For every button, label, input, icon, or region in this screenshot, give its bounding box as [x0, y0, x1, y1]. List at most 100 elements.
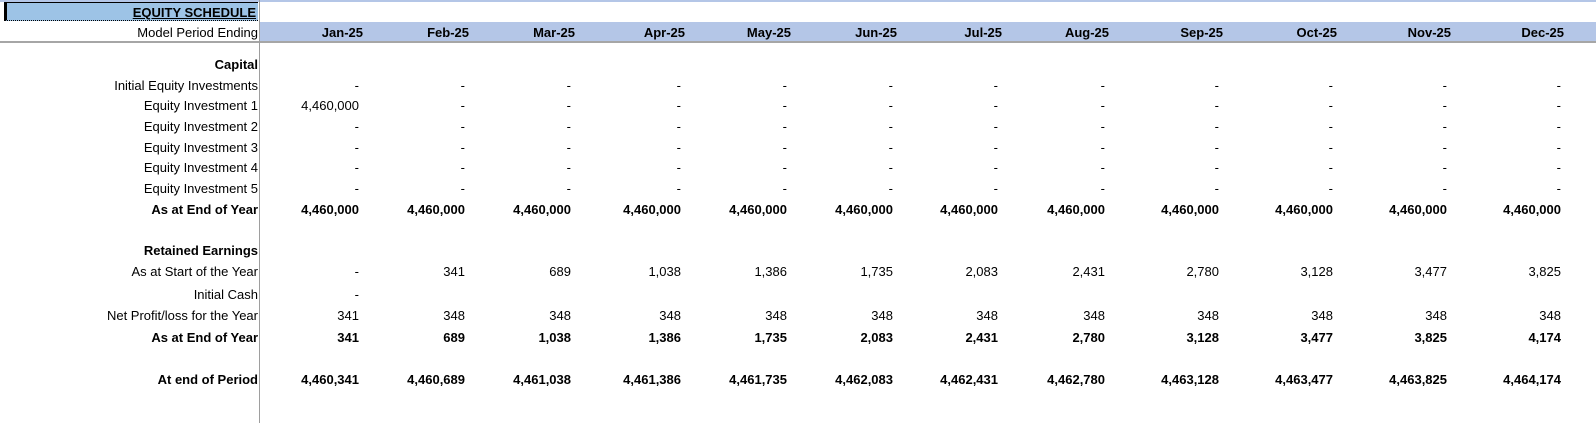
- period-header-cell[interactable]: Mar-25: [533, 25, 575, 40]
- value-cell[interactable]: -: [566, 181, 571, 196]
- value-cell[interactable]: 348: [443, 308, 465, 323]
- value-cell[interactable]: -: [1556, 78, 1561, 93]
- value-cell[interactable]: -: [1100, 140, 1105, 155]
- value-cell[interactable]: 3,477: [1300, 330, 1333, 345]
- value-cell[interactable]: 341: [443, 264, 465, 279]
- row-label[interactable]: Initial Cash: [193, 287, 258, 302]
- value-cell[interactable]: -: [676, 78, 681, 93]
- value-cell[interactable]: 348: [976, 308, 998, 323]
- row-label[interactable]: Net Profit/loss for the Year: [106, 308, 258, 323]
- row-label[interactable]: At end of Period: [157, 372, 258, 387]
- value-cell[interactable]: -: [354, 119, 359, 134]
- value-cell[interactable]: 4,460,000: [1503, 202, 1561, 217]
- value-cell[interactable]: -: [993, 160, 998, 175]
- value-cell[interactable]: -: [566, 78, 571, 93]
- value-cell[interactable]: [898, 285, 998, 305]
- value-cell[interactable]: -: [1214, 160, 1219, 175]
- value-cell[interactable]: 2,780: [1072, 330, 1105, 345]
- value-cell[interactable]: -: [1442, 98, 1447, 113]
- value-cell[interactable]: 1,735: [754, 330, 787, 345]
- value-cell[interactable]: 348: [1539, 308, 1561, 323]
- value-cell[interactable]: 348: [1197, 308, 1219, 323]
- value-cell[interactable]: -: [1442, 140, 1447, 155]
- row-label[interactable]: Equity Investment 1: [143, 98, 258, 113]
- value-cell[interactable]: 4,462,431: [940, 372, 998, 387]
- value-cell[interactable]: [1347, 285, 1447, 305]
- value-cell[interactable]: 348: [765, 308, 787, 323]
- row-label[interactable]: Equity Investment 5: [143, 181, 258, 196]
- value-cell[interactable]: -: [1214, 78, 1219, 93]
- value-cell[interactable]: [1119, 285, 1219, 305]
- value-cell[interactable]: -: [460, 140, 465, 155]
- value-cell[interactable]: 4,463,477: [1275, 372, 1333, 387]
- value-cell[interactable]: -: [566, 98, 571, 113]
- value-cell[interactable]: -: [460, 119, 465, 134]
- value-cell[interactable]: 689: [443, 330, 465, 345]
- value-cell[interactable]: -: [1328, 181, 1333, 196]
- value-cell[interactable]: -: [993, 78, 998, 93]
- value-cell[interactable]: 1,038: [538, 330, 571, 345]
- row-label[interactable]: Equity Investment 2: [143, 119, 258, 134]
- period-header-cell[interactable]: Nov-25: [1407, 25, 1451, 40]
- value-cell[interactable]: 4,460,341: [301, 372, 359, 387]
- value-cell[interactable]: -: [782, 119, 787, 134]
- value-cell[interactable]: -: [1328, 98, 1333, 113]
- value-cell[interactable]: 2,431: [1072, 264, 1105, 279]
- period-label[interactable]: Model Period Ending: [137, 25, 258, 40]
- value-cell[interactable]: -: [354, 287, 359, 302]
- value-cell[interactable]: 4,464,174: [1503, 372, 1561, 387]
- value-cell[interactable]: 1,735: [860, 264, 893, 279]
- row-label[interactable]: Capital: [214, 57, 258, 72]
- value-cell[interactable]: 348: [549, 308, 571, 323]
- value-cell[interactable]: -: [1100, 160, 1105, 175]
- value-cell[interactable]: -: [1100, 98, 1105, 113]
- value-cell[interactable]: -: [460, 78, 465, 93]
- value-cell[interactable]: -: [1442, 119, 1447, 134]
- value-cell[interactable]: -: [888, 181, 893, 196]
- value-cell[interactable]: 3,825: [1528, 264, 1561, 279]
- row-label[interactable]: Equity Investment 4: [143, 160, 258, 175]
- value-cell[interactable]: [1233, 285, 1333, 305]
- value-cell[interactable]: -: [676, 98, 681, 113]
- value-cell[interactable]: -: [460, 181, 465, 196]
- value-cell[interactable]: [471, 285, 571, 305]
- value-cell[interactable]: -: [1100, 78, 1105, 93]
- value-cell[interactable]: 2,083: [860, 330, 893, 345]
- row-label[interactable]: As at Start of the Year: [131, 264, 258, 279]
- period-header-cell[interactable]: Aug-25: [1064, 25, 1109, 40]
- value-cell[interactable]: -: [354, 160, 359, 175]
- row-label[interactable]: Initial Equity Investments: [114, 78, 258, 93]
- value-cell[interactable]: [365, 285, 465, 305]
- value-cell[interactable]: 4,174: [1528, 330, 1561, 345]
- value-cell[interactable]: 4,460,000: [623, 202, 681, 217]
- value-cell[interactable]: -: [1328, 78, 1333, 93]
- value-cell[interactable]: [687, 285, 787, 305]
- row-label[interactable]: As at End of Year: [151, 202, 258, 217]
- value-cell[interactable]: -: [1328, 140, 1333, 155]
- row-label[interactable]: Equity Investment 3: [143, 140, 258, 155]
- period-header-cell[interactable]: Dec-25: [1521, 25, 1564, 40]
- value-cell[interactable]: [581, 285, 681, 305]
- value-cell[interactable]: 4,460,000: [407, 202, 465, 217]
- value-cell[interactable]: 4,460,000: [1275, 202, 1333, 217]
- value-cell[interactable]: -: [1556, 181, 1561, 196]
- value-cell[interactable]: -: [1442, 160, 1447, 175]
- value-cell[interactable]: -: [888, 140, 893, 155]
- value-cell[interactable]: -: [888, 119, 893, 134]
- value-cell[interactable]: 2,083: [965, 264, 998, 279]
- value-cell[interactable]: -: [782, 160, 787, 175]
- value-cell[interactable]: 341: [337, 308, 359, 323]
- value-cell[interactable]: 4,460,689: [407, 372, 465, 387]
- value-cell[interactable]: 348: [1083, 308, 1105, 323]
- value-cell[interactable]: 348: [871, 308, 893, 323]
- value-cell[interactable]: [1005, 285, 1105, 305]
- value-cell[interactable]: -: [1556, 160, 1561, 175]
- value-cell[interactable]: 3,128: [1300, 264, 1333, 279]
- value-cell[interactable]: -: [782, 98, 787, 113]
- period-header-cell[interactable]: Sep-25: [1180, 25, 1223, 40]
- sheet-title-cell[interactable]: EQUITY SCHEDULE: [4, 2, 258, 21]
- value-cell[interactable]: -: [1556, 119, 1561, 134]
- value-cell[interactable]: 348: [659, 308, 681, 323]
- value-cell[interactable]: -: [1328, 160, 1333, 175]
- value-cell[interactable]: [1461, 285, 1561, 305]
